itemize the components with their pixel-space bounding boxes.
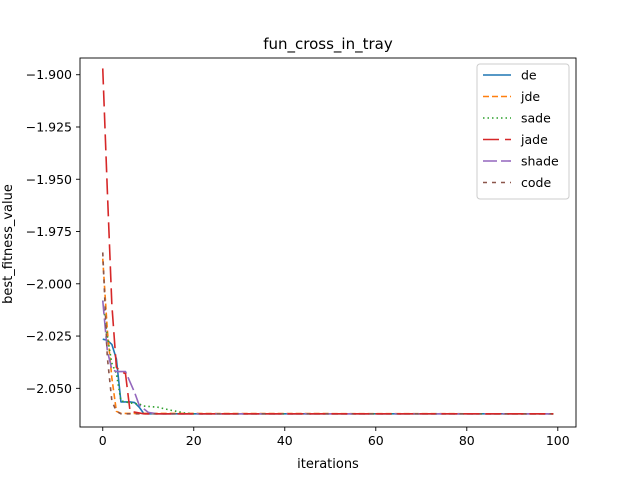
chart-title: fun_cross_in_tray — [263, 35, 393, 54]
x-tick-label: 40 — [277, 433, 293, 448]
y-tick-label: −2.050 — [26, 381, 72, 396]
y-tick-label: −1.975 — [26, 224, 72, 239]
y-axis-label: best_fitness_value — [1, 184, 16, 304]
y-tick-label: −1.925 — [26, 119, 72, 134]
plot-area — [79, 57, 577, 428]
y-tick-label: −1.900 — [26, 67, 72, 82]
legend-label-shade: shade — [521, 154, 559, 169]
y-tick-label: −2.025 — [26, 329, 72, 344]
y-tick-label: −2.000 — [26, 276, 72, 291]
legend-box — [476, 63, 570, 200]
x-axis-label: iterations — [297, 457, 359, 472]
series-line-shade — [101, 300, 554, 415]
axes-frame — [79, 57, 577, 428]
series-line-jade — [101, 68, 554, 415]
legend-label-code: code — [521, 175, 551, 190]
x-tick-label: 80 — [459, 433, 475, 448]
series-line-de — [102, 338, 554, 415]
legend-label-jde: jde — [520, 89, 540, 104]
axis-ticks: 0 20 40 60 80 100 −1.900 −1.925 −1.950 −1.975 −2.0… — [26, 67, 570, 448]
x-tick-label: 60 — [368, 433, 384, 448]
x-tick-label: 20 — [186, 433, 202, 448]
legend-label-de: de — [521, 68, 537, 83]
legend-label-sade: sade — [521, 111, 551, 126]
series-line-code — [101, 252, 554, 415]
y-tick-label: −1.950 — [26, 172, 72, 187]
series-line-sade — [101, 300, 554, 415]
legend: de jde sade jade shade code — [476, 63, 570, 200]
x-tick-label: 0 — [99, 433, 107, 448]
x-tick-label: 100 — [546, 433, 570, 448]
series-line-jde — [101, 258, 554, 415]
legend-label-jade: jade — [520, 132, 548, 147]
